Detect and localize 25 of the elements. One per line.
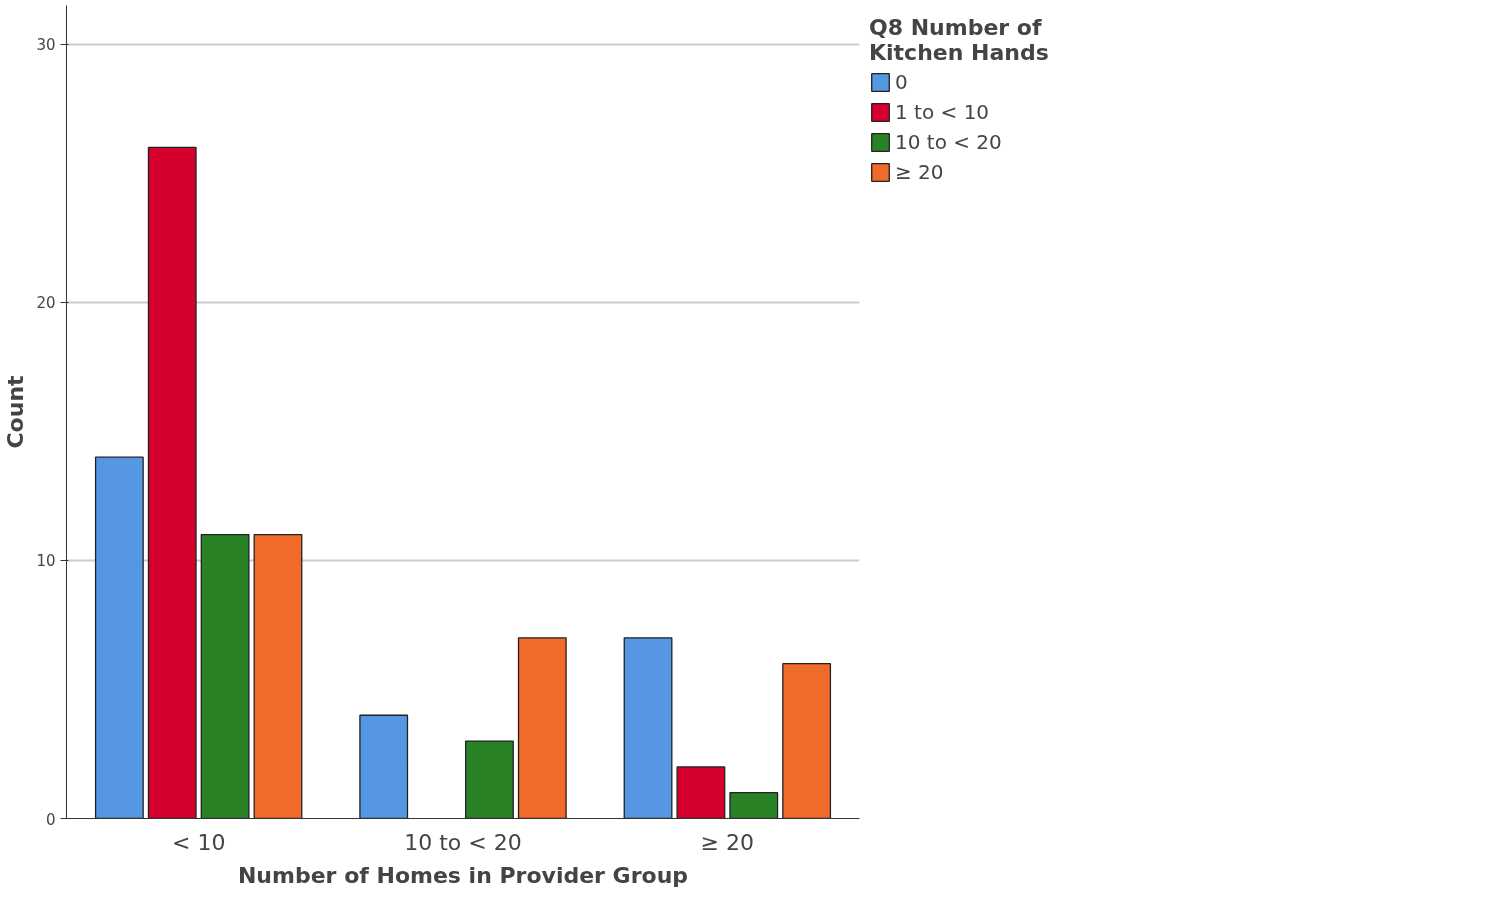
legend-label: 0 [895, 70, 909, 94]
y-tick-label: 20 [36, 294, 56, 313]
x-tick-label: ≥ 20 [700, 829, 755, 855]
bar [729, 792, 779, 819]
bar [359, 714, 409, 819]
bar [782, 662, 832, 819]
x-tick-label: < 10 [171, 829, 226, 855]
legend-label: 1 to < 10 [895, 100, 990, 124]
y-axis-title: Count [3, 374, 29, 449]
legend-label: 10 to < 20 [895, 130, 1002, 154]
bar [464, 740, 514, 819]
bar [676, 766, 726, 819]
y-tick-label: 0 [45, 810, 56, 829]
legend-title: Q8 Number of Kitchen Hands [869, 15, 1049, 65]
bar [623, 637, 673, 819]
bar [200, 533, 250, 819]
legend-label: ≥ 20 [895, 160, 944, 184]
bar [517, 637, 567, 819]
bar [94, 456, 144, 819]
x-tick-label: 10 to < 20 [404, 829, 522, 855]
y-tick-label: 30 [36, 36, 56, 55]
x-axis-title: Number of Homes in Provider Group [237, 862, 689, 888]
bar [253, 533, 303, 819]
bar [147, 146, 197, 819]
y-tick-label: 10 [36, 552, 56, 571]
